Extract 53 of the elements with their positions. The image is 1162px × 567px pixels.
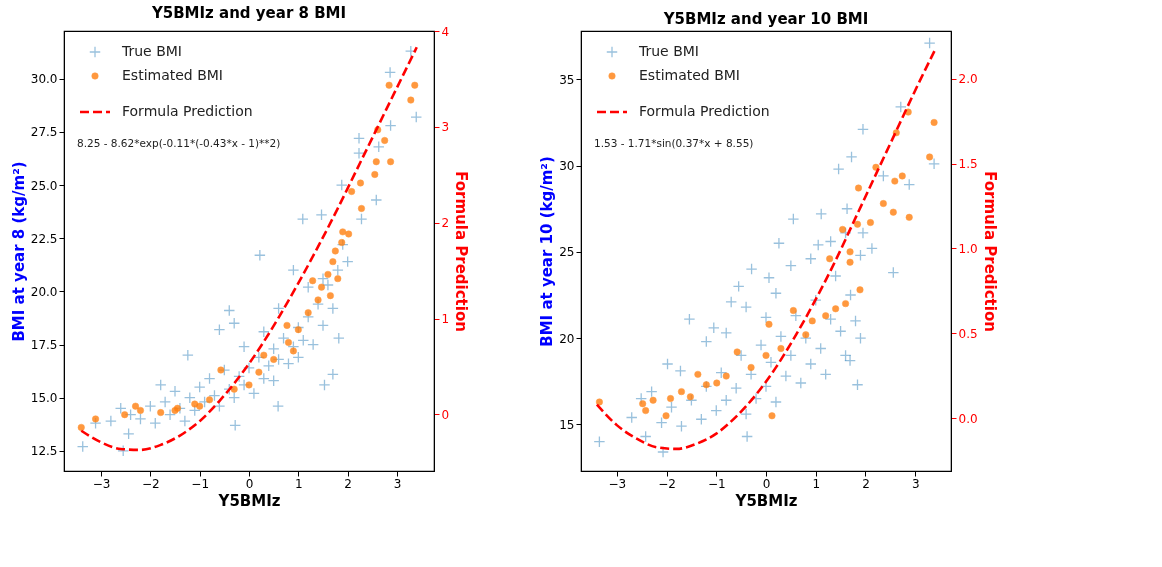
y-tick-label: 17.5	[30, 338, 58, 353]
y-tick-label: 15	[559, 417, 575, 432]
y2-tick-label: 4	[441, 24, 450, 39]
x-tick-label: −1	[191, 476, 210, 491]
x-tick-label: 3	[911, 476, 920, 491]
x-tick-label: 2	[862, 476, 870, 491]
y2-axis-title: Formula Prediction	[980, 171, 999, 332]
y-tick-label: 30	[559, 159, 575, 174]
y2-tick-label: 2.0	[958, 72, 978, 87]
y-tick-label: 25	[559, 245, 575, 260]
y2-tick-label: 1.5	[958, 157, 978, 172]
chart-title: Y5BMIz and year 8 BMI	[150, 4, 347, 22]
y-tick-label: 27.5	[30, 125, 58, 140]
legend-label: True BMI	[121, 43, 182, 59]
x-tick-label: 0	[245, 476, 254, 491]
y-tick-label: 22.5	[30, 231, 58, 246]
legend-label: Formula Prediction	[639, 103, 770, 119]
y2-tick-label: 3	[441, 120, 450, 135]
y-axis-title: BMI at year 10 (kg/m²)	[538, 156, 557, 347]
y-tick-label: 30.0	[30, 72, 58, 87]
x-tick-label: 3	[393, 476, 402, 491]
legend-label: Estimated BMI	[122, 67, 223, 83]
y2-tick-label: 2	[441, 216, 450, 231]
annotation: 8.25 - 8.62*exp(-0.11*(-0.43*x - 1)**2)	[77, 137, 281, 149]
x-tick-label: 2	[344, 476, 352, 491]
y2-tick-label: 1	[441, 312, 450, 327]
y-tick-label: 25.0	[30, 178, 58, 193]
y-axis-title: BMI at year 8 (kg/m²)	[9, 161, 28, 342]
y-tick-label: 20	[559, 331, 575, 346]
legend-label: True BMI	[638, 43, 699, 59]
annotation: 1.53 - 1.71*sin(0.37*x + 8.55)	[594, 137, 754, 149]
y2-tick-label: 0.5	[958, 326, 978, 341]
y-tick-label: 12.5	[30, 444, 58, 459]
y-tick-label: 20.0	[30, 284, 58, 299]
x-tick-label: −2	[141, 476, 160, 491]
x-tick-label: −3	[608, 476, 627, 491]
chart-title: Y5BMIz and year 10 BMI	[662, 10, 869, 28]
y2-tick-label: 0.0	[958, 411, 978, 426]
x-axis-title: Y5BMIz	[217, 491, 281, 510]
legend-label: Estimated BMI	[639, 67, 740, 83]
x-tick-label: −3	[92, 476, 111, 491]
y2-tick-label: 1.0	[958, 241, 978, 256]
y-tick-label: 35	[559, 72, 575, 87]
x-tick-label: −2	[658, 476, 676, 491]
y-tick-label: 15.0	[30, 391, 58, 406]
y2-axis-title: Formula Prediction	[452, 171, 471, 332]
x-tick-label: 0	[762, 476, 771, 491]
x-tick-label: −1	[707, 476, 726, 491]
x-axis-title: Y5BMIz	[734, 491, 798, 510]
legend-label: Formula Prediction	[122, 103, 253, 119]
x-tick-label: 1	[295, 476, 303, 491]
y2-tick-label: 0	[441, 407, 450, 422]
x-tick-label: 1	[812, 476, 821, 491]
